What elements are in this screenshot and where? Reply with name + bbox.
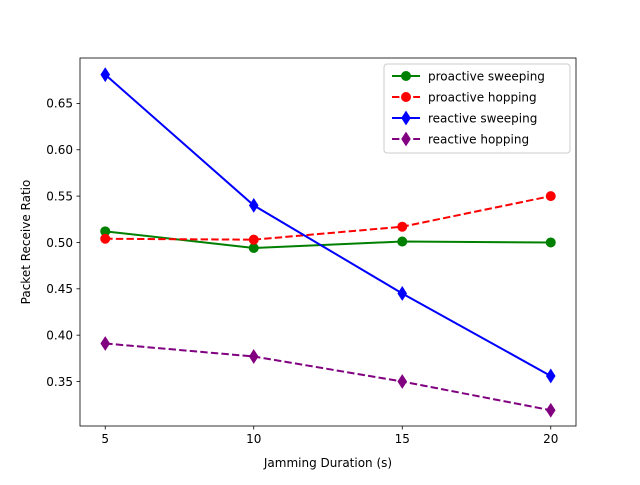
legend-label-reactive-sweeping: reactive sweeping <box>428 111 537 125</box>
y-tick-label: 0.45 <box>46 282 73 296</box>
y-tick-label: 0.40 <box>46 328 73 342</box>
plot-area <box>100 67 556 418</box>
legend-label-reactive-hopping: reactive hopping <box>428 132 529 146</box>
data-point-reactive-sweeping <box>397 286 408 301</box>
axes: 5 10 15 20 0.35 0.40 0.45 0.50 0.55 0.60 0.65 <box>46 57 577 446</box>
legend-item-reactive-hopping: reactive hopping <box>392 131 529 147</box>
y-tick-label: 0.35 <box>46 375 73 389</box>
series-line-reactive-hopping <box>105 342 551 412</box>
data-point-proactive-hopping <box>248 234 259 245</box>
series-reactive-hopping <box>100 336 556 418</box>
series-reactive-sweeping <box>100 67 556 384</box>
data-point-proactive-hopping <box>397 221 408 232</box>
x-tick-label: 20 <box>543 432 558 446</box>
series-proactive-hopping <box>100 191 556 245</box>
legend-label-proactive-sweeping: proactive sweeping <box>428 69 545 83</box>
data-point-reactive-hopping <box>248 349 259 364</box>
y-tick-label: 0.55 <box>46 189 73 203</box>
y-tick-label: 0.60 <box>46 143 73 157</box>
data-point-proactive-sweeping <box>248 243 259 254</box>
data-point-proactive-hopping <box>100 233 111 244</box>
legend-item-proactive-hopping: proactive hopping <box>392 90 537 104</box>
legend: proactive sweeping proactive hopping react… <box>383 63 571 154</box>
legend-item-reactive-sweeping: reactive sweeping <box>392 110 537 126</box>
data-point-proactive-sweeping <box>397 236 408 247</box>
legend-label-proactive-hopping: proactive hopping <box>428 90 537 104</box>
data-point-proactive-hopping <box>545 191 556 202</box>
data-point-proactive-sweeping <box>545 237 556 248</box>
legend-marker-reactive-hopping <box>401 131 411 147</box>
data-point-reactive-sweeping <box>545 368 556 384</box>
y-tick-label: 0.50 <box>46 236 73 250</box>
data-point-reactive-hopping <box>100 336 111 351</box>
legend-marker-proactive-hopping <box>401 92 411 102</box>
legend-box <box>383 63 571 154</box>
series-line-proactive-hopping <box>105 195 551 241</box>
x-axis-label: Jamming Duration (s) <box>263 456 392 470</box>
legend-item-proactive-sweeping: proactive sweeping <box>392 69 545 83</box>
axes-frame <box>79 57 577 427</box>
x-tick-label: 15 <box>395 432 410 446</box>
legend-marker-proactive-sweeping <box>401 71 411 81</box>
y-axis-label: Packet Receive Ratio <box>19 180 33 305</box>
series-line-reactive-sweeping <box>104 73 552 377</box>
data-point-reactive-hopping <box>397 374 408 389</box>
data-point-reactive-sweeping <box>100 67 111 83</box>
data-point-reactive-sweeping <box>248 197 259 213</box>
y-tick-label: 0.65 <box>46 97 73 111</box>
x-tick-label: 5 <box>101 432 109 446</box>
x-tick-label: 10 <box>246 432 261 446</box>
data-point-reactive-hopping <box>545 402 556 418</box>
legend-marker-reactive-sweeping <box>401 110 411 126</box>
